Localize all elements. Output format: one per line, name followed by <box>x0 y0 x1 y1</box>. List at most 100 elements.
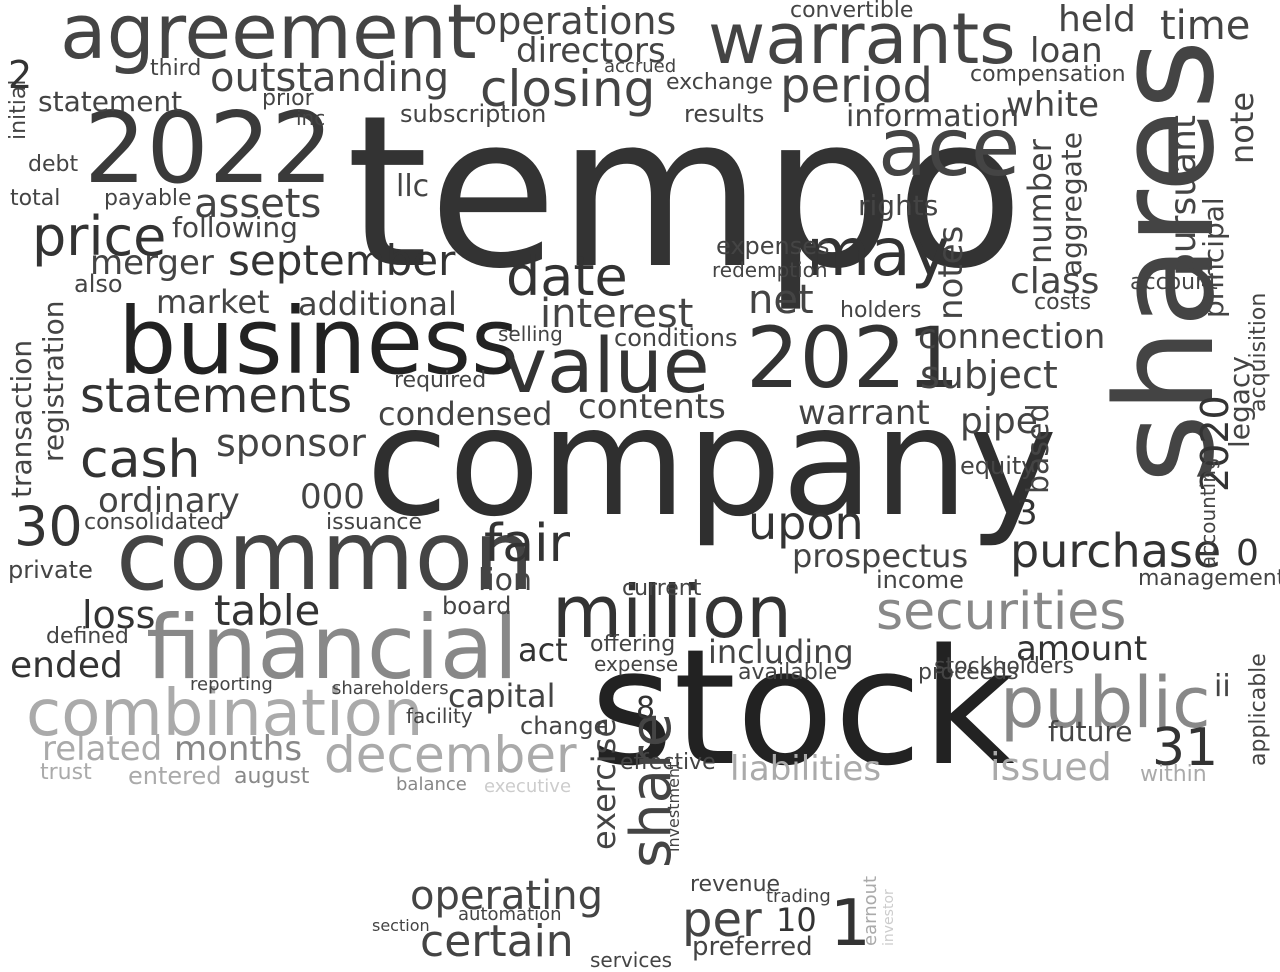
word-within: within <box>1140 762 1207 787</box>
word-assets: assets <box>194 181 322 227</box>
word-registration: registration <box>37 300 70 462</box>
word-also: also <box>74 270 123 298</box>
word-operating: operating <box>410 873 603 919</box>
word-0: 0 <box>1236 533 1259 574</box>
word-revenue: revenue <box>690 872 781 897</box>
word-principal: principal <box>1197 197 1230 318</box>
word-investment: investment <box>664 761 683 852</box>
word-3: 3 <box>1016 493 1038 533</box>
word-fair: fair <box>484 514 570 574</box>
word-llc: llc <box>396 169 430 204</box>
word-total: total <box>10 186 61 211</box>
word-combination: combination <box>26 677 424 751</box>
word-warrants: warrants <box>708 0 1016 80</box>
word-earnout: earnout <box>860 875 881 946</box>
word-ordinary: ordinary <box>98 481 240 521</box>
word-ace: ace <box>878 101 1021 194</box>
word-acquisition: acquisition <box>1246 292 1271 412</box>
word-purchase: purchase <box>1010 524 1222 578</box>
word-company: company <box>366 376 1058 550</box>
word-statements: statements <box>80 368 353 424</box>
word-interest: interest <box>540 291 694 337</box>
word-costs: costs <box>1034 290 1092 315</box>
word-common: common <box>116 500 535 612</box>
word-date: date <box>506 245 628 308</box>
word-per: per <box>682 892 762 948</box>
word-tempo: tempo <box>346 70 1024 315</box>
word-closing: closing <box>480 60 656 118</box>
word-subscription: subscription <box>400 100 547 128</box>
word-debt: debt <box>28 152 79 177</box>
word-exchange: exchange <box>666 70 773 95</box>
word-time: time <box>1160 3 1251 49</box>
word-number: number <box>1021 139 1059 264</box>
word-offering: offering <box>590 632 676 657</box>
word-ii: ii <box>1214 669 1231 704</box>
word-section: section <box>372 916 430 935</box>
word-loss: loss <box>82 593 156 637</box>
word-2021: 2021 <box>746 309 960 407</box>
word-september: september <box>228 236 456 285</box>
word-selling: selling <box>498 322 563 346</box>
word-effective: effective <box>620 750 716 775</box>
word-preferred: preferred <box>692 932 813 962</box>
word-including: including <box>708 633 854 671</box>
word-executive: executive <box>484 776 572 797</box>
word-pipe: pipe <box>960 401 1038 442</box>
word-conditions: conditions <box>614 324 738 352</box>
word-ended: ended <box>10 645 123 686</box>
word-consolidated: consolidated <box>84 510 225 535</box>
word-stockholders: stockholders <box>934 654 1074 679</box>
word-subject: subject <box>920 353 1058 397</box>
word-account: account <box>1130 270 1218 295</box>
word-issued: issued <box>990 745 1112 789</box>
word-payable: payable <box>104 186 192 211</box>
word-facility: facility <box>406 704 473 728</box>
word-000: 000 <box>300 477 365 517</box>
word-contents: contents <box>578 387 726 427</box>
word-december: december <box>324 726 577 784</box>
word-prospectus: prospectus <box>792 537 969 575</box>
word-accrued: accrued <box>604 56 677 77</box>
word-expenses: expenses <box>716 232 830 260</box>
word-holders: holders <box>840 298 922 323</box>
word-defined: defined <box>46 624 129 649</box>
word-trading: trading <box>766 886 831 907</box>
word-30: 30 <box>14 495 83 558</box>
word-agreement: agreement <box>60 0 477 76</box>
word-expense: expense <box>594 652 679 676</box>
word-sponsor: sponsor <box>216 421 366 465</box>
word-investor: investor <box>881 889 897 946</box>
word-amount: amount <box>1016 629 1148 669</box>
word-note: note <box>1223 91 1261 164</box>
word-table: table <box>214 586 321 635</box>
word-entered: entered <box>128 762 222 790</box>
word-related: related <box>42 729 163 769</box>
word-10: 10 <box>776 901 817 939</box>
word-applicable: applicable <box>1246 653 1271 766</box>
word-condensed: condensed <box>378 395 553 433</box>
word-lion: lion <box>478 563 533 598</box>
word-white: white <box>1006 85 1100 125</box>
word-may: may <box>806 214 950 291</box>
word-issuance: issuance <box>326 510 423 535</box>
word-directors: directors <box>516 31 666 71</box>
word-management: management <box>1138 566 1280 591</box>
word-warrant: warrant <box>798 393 930 433</box>
word-class: class <box>1010 261 1100 302</box>
word-income: income <box>876 566 964 594</box>
word-price: price <box>32 205 167 268</box>
word-results: results <box>684 100 765 128</box>
word-statement: statement <box>38 85 183 118</box>
word-accounting: accounting <box>1196 457 1220 568</box>
word-board: board <box>442 592 512 620</box>
word-2022: 2022 <box>84 92 334 206</box>
word-certain: certain <box>420 916 574 967</box>
word-inc: inc <box>296 106 326 130</box>
word-stock: stock <box>590 614 1015 801</box>
word-trust: trust <box>40 760 92 785</box>
word-loan: loan <box>1030 31 1103 71</box>
word-equity: equity <box>960 452 1036 480</box>
word-future: future <box>1048 715 1133 748</box>
word-august: august <box>234 764 310 789</box>
